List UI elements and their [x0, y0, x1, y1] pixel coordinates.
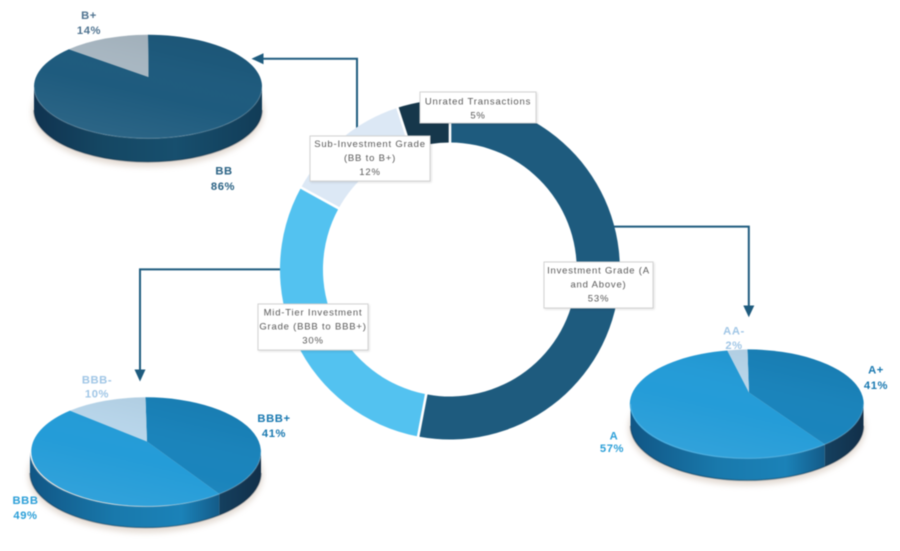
svg-text:14%: 14%	[77, 25, 101, 37]
svg-text:57%: 57%	[600, 443, 624, 455]
svg-text:5%: 5%	[470, 110, 485, 121]
svg-text:41%: 41%	[864, 380, 888, 392]
svg-text:Unrated Transactions: Unrated Transactions	[425, 97, 531, 108]
svg-text:B+: B+	[81, 10, 97, 22]
svg-text:86%: 86%	[211, 181, 235, 193]
svg-text:Investment Grade (A: Investment Grade (A	[547, 266, 650, 277]
svg-text:12%: 12%	[359, 167, 380, 178]
svg-text:Grade (BBB to BBB+): Grade (BBB to BBB+)	[259, 322, 366, 333]
svg-text:and Above): and Above)	[570, 280, 626, 291]
svg-text:Sub-Investment Grade: Sub-Investment Grade	[314, 139, 426, 150]
svg-text:49%: 49%	[13, 510, 37, 522]
svg-text:(BB to B+): (BB to B+)	[344, 153, 396, 164]
svg-text:BB: BB	[215, 166, 232, 178]
svg-text:BBB+: BBB+	[257, 413, 290, 425]
svg-text:10%: 10%	[85, 389, 109, 401]
svg-text:30%: 30%	[302, 335, 323, 346]
svg-text:53%: 53%	[588, 293, 609, 304]
svg-text:BBB: BBB	[12, 495, 38, 507]
svg-text:A: A	[610, 431, 619, 443]
svg-text:Mid-Tier Investment: Mid-Tier Investment	[264, 308, 363, 319]
svg-text:2%: 2%	[725, 340, 742, 352]
svg-text:41%: 41%	[262, 428, 286, 440]
svg-text:BBB-: BBB-	[82, 375, 112, 387]
svg-text:AA-: AA-	[723, 326, 745, 338]
svg-text:A+: A+	[868, 365, 884, 377]
